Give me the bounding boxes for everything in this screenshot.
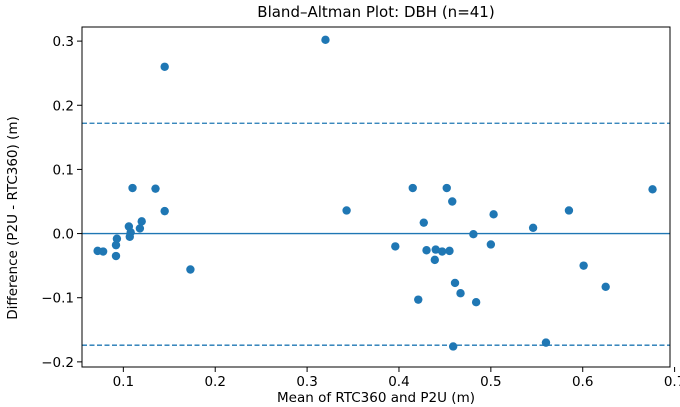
data-point bbox=[419, 218, 428, 227]
data-point bbox=[469, 230, 478, 239]
data-point bbox=[489, 210, 498, 219]
data-point bbox=[564, 206, 574, 215]
data-point bbox=[437, 247, 447, 256]
data-point bbox=[579, 261, 588, 270]
data-point bbox=[442, 183, 451, 193]
y-tick-label: 0.1 bbox=[53, 162, 74, 178]
data-point bbox=[137, 217, 146, 226]
x-tick-label: 0.2 bbox=[204, 374, 225, 390]
data-point bbox=[648, 185, 657, 194]
data-point bbox=[111, 240, 121, 250]
y-axis-label: Difference (P2U - RTC360) (m) bbox=[5, 116, 21, 320]
y-tick-label: 0.0 bbox=[53, 227, 74, 243]
data-point bbox=[445, 246, 454, 256]
plot-frame bbox=[81, 26, 671, 368]
data-point bbox=[430, 255, 439, 265]
x-tick-label: 0.7 bbox=[664, 374, 680, 390]
x-axis-ticks: 0.1 0.2 0.3 0.4 0.5 0.6 0.7 bbox=[113, 367, 680, 390]
data-point bbox=[408, 183, 417, 193]
data-point bbox=[486, 240, 496, 249]
data-point bbox=[126, 228, 135, 237]
x-tick-label: 0.6 bbox=[572, 374, 593, 390]
data-point bbox=[448, 197, 457, 206]
x-tick-label: 0.3 bbox=[296, 374, 317, 390]
data-point bbox=[321, 35, 330, 45]
y-tick-label: 0.2 bbox=[53, 98, 74, 114]
data-point bbox=[112, 234, 122, 243]
y-tick-label: −0.1 bbox=[41, 291, 74, 307]
x-tick-label: 0.4 bbox=[388, 374, 409, 390]
y-tick-label: −0.2 bbox=[41, 355, 74, 371]
data-point bbox=[151, 184, 160, 193]
data-point bbox=[111, 251, 121, 261]
reference-lines bbox=[82, 122, 670, 346]
data-point bbox=[98, 247, 108, 256]
data-point bbox=[528, 223, 538, 232]
data-point bbox=[160, 206, 169, 216]
data-point bbox=[431, 245, 440, 254]
data-point bbox=[128, 183, 137, 193]
data-point bbox=[471, 298, 481, 307]
data-point bbox=[448, 342, 458, 351]
data-point bbox=[450, 278, 460, 288]
data-point bbox=[422, 246, 431, 255]
data-point bbox=[541, 338, 551, 347]
data-point bbox=[601, 282, 610, 292]
data-point bbox=[391, 242, 400, 251]
data-point bbox=[456, 289, 465, 298]
data-point bbox=[186, 265, 195, 274]
data-point bbox=[342, 206, 351, 215]
chart-title: Bland–Altman Plot: DBH (n=41) bbox=[257, 3, 494, 21]
data-point bbox=[414, 295, 423, 304]
y-tick-label: 0.3 bbox=[53, 34, 74, 50]
data-point bbox=[135, 224, 145, 233]
x-axis-label: Mean of RTC360 and P2U (m) bbox=[277, 390, 475, 406]
x-tick-label: 0.1 bbox=[113, 374, 134, 390]
data-point bbox=[160, 62, 169, 71]
x-tick-label: 0.5 bbox=[480, 374, 501, 390]
y-axis-ticks: −0.2 −0.1 0.0 0.1 0.2 0.3 bbox=[41, 34, 82, 371]
data-points bbox=[93, 35, 657, 351]
